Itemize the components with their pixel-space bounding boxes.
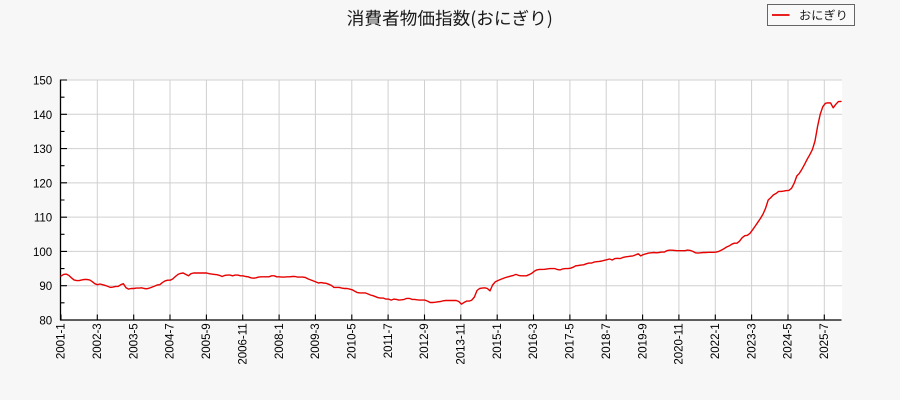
svg-text:2010-5: 2010-5 [347,323,359,359]
svg-text:2004-7: 2004-7 [165,323,177,359]
svg-text:2020-11: 2020-11 [674,323,686,364]
svg-text:2001-1: 2001-1 [56,323,68,359]
svg-text:2022-1: 2022-1 [710,323,722,359]
svg-text:2003-5: 2003-5 [128,323,140,359]
svg-text:140: 140 [33,110,52,122]
svg-text:100: 100 [33,247,52,259]
svg-text:2008-1: 2008-1 [274,323,286,359]
svg-text:2025-7: 2025-7 [819,323,831,359]
svg-text:2009-3: 2009-3 [310,323,322,359]
svg-text:110: 110 [34,213,52,225]
svg-text:2024-5: 2024-5 [783,323,795,359]
svg-text:2011-7: 2011-7 [383,323,395,358]
svg-text:2005-9: 2005-9 [201,323,213,359]
svg-text:150: 150 [33,76,52,88]
svg-text:2012-9: 2012-9 [419,323,431,359]
svg-text:2013-11: 2013-11 [456,323,468,364]
svg-text:90: 90 [39,281,52,293]
svg-text:80: 80 [39,316,52,328]
svg-text:2002-3: 2002-3 [92,323,104,359]
svg-text:2019-9: 2019-9 [637,323,649,359]
svg-text:2016-3: 2016-3 [528,323,540,359]
svg-text:2017-5: 2017-5 [565,323,577,359]
svg-text:2018-7: 2018-7 [601,323,613,359]
svg-text:2015-1: 2015-1 [492,323,504,359]
svg-text:2006-11: 2006-11 [237,323,249,364]
svg-text:2023-3: 2023-3 [746,323,758,359]
svg-text:130: 130 [33,144,52,156]
svg-text:120: 120 [33,178,52,190]
